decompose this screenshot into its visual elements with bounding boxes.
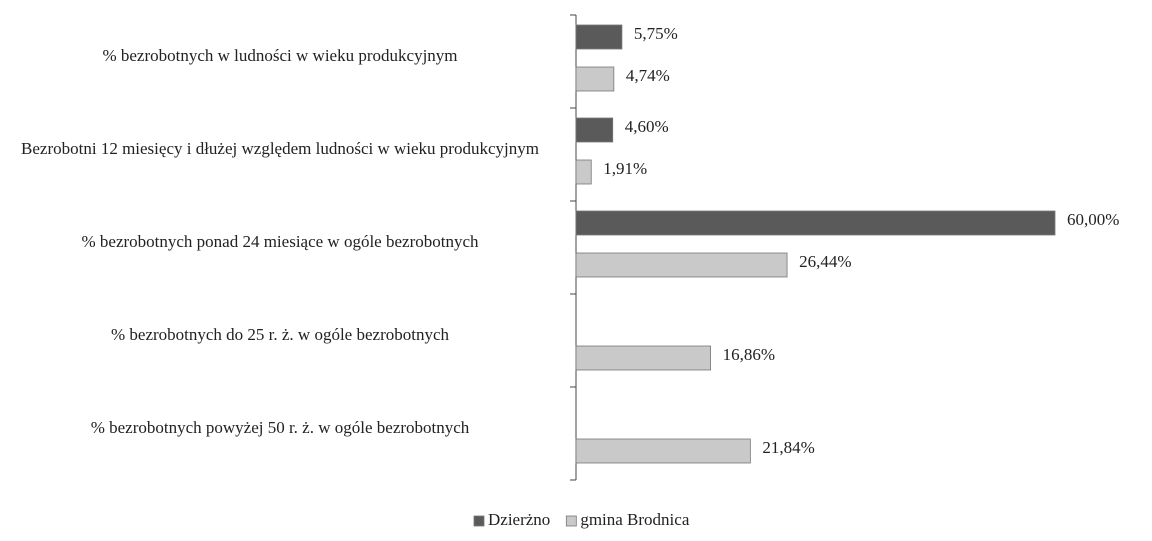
category-label: % bezrobotnych powyżej 50 r. ż. w ogóle … [90,418,470,437]
legend-label: Dzierżno [488,510,550,529]
value-label: 26,44% [799,252,851,271]
value-label: 60,00% [1067,210,1119,229]
category-label: % bezrobotnych ponad 24 miesiące w ogóle… [81,232,479,251]
value-label: 4,74% [626,66,670,85]
value-label: 21,84% [762,438,814,457]
bar [575,66,615,92]
bar [575,252,788,278]
bar [575,159,592,185]
bar [575,117,614,143]
legend-swatch [473,515,485,527]
legend-swatch [565,515,577,527]
category-label: Bezrobotni 12 miesięcy i dłużej względem… [21,139,539,158]
value-label: 5,75% [634,24,678,43]
value-label: 4,60% [625,117,669,136]
value-label: 16,86% [723,345,775,364]
bar [575,345,711,371]
category-label: % bezrobotnych do 25 r. ż. w ogóle bezro… [110,325,450,344]
category-label: % bezrobotnych w ludności w wieku produk… [102,46,458,65]
bar [575,438,751,464]
bar [575,24,623,50]
bar [575,210,1056,236]
value-label: 1,91% [603,159,647,178]
legend-label: gmina Brodnica [580,510,690,529]
